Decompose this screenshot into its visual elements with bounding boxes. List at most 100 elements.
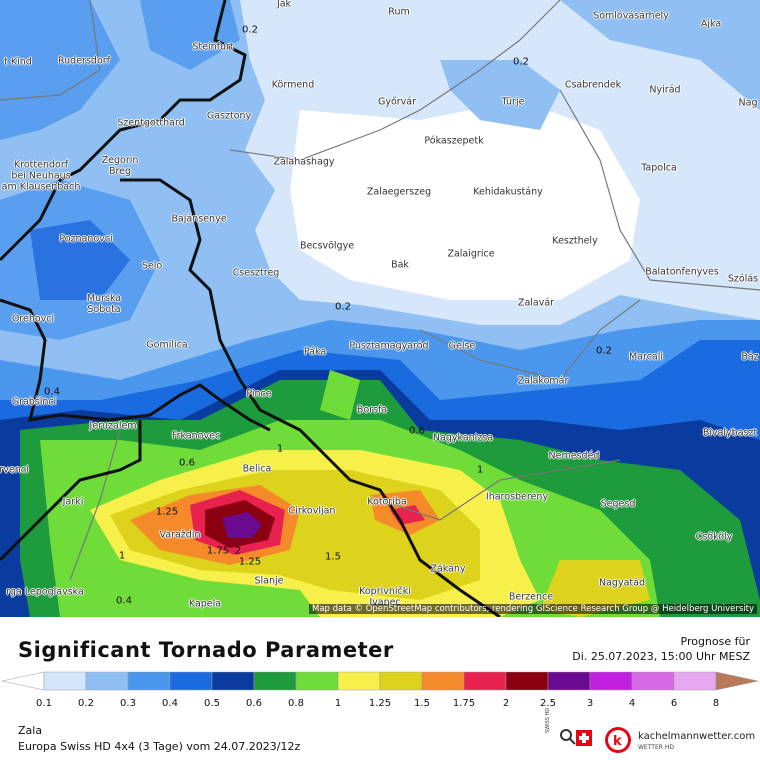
place-label: Gomilica bbox=[146, 339, 188, 351]
place-label: Koprivnički Ivanec bbox=[359, 586, 411, 608]
color-scale bbox=[1, 671, 759, 691]
brand: kachelmannwetter.com bbox=[638, 731, 756, 742]
scale-swatch bbox=[295, 671, 339, 691]
map: Jak Rum Somlóvásárhely Ajka Steinfurt t Kind R… bbox=[0, 0, 760, 617]
place-label: t Kind bbox=[4, 56, 32, 68]
place-label: Balatonfenyves bbox=[645, 266, 719, 278]
place-label: Bivalybaszt bbox=[702, 427, 758, 439]
place-label: Zalahashagy bbox=[273, 156, 335, 168]
place-label: Steinfurt bbox=[192, 41, 234, 53]
contour-label: 1 bbox=[476, 464, 484, 476]
place-label: Orehovci bbox=[11, 313, 55, 325]
scale-label: 1.75 bbox=[452, 698, 476, 709]
place-label: Zalaigrice bbox=[447, 248, 495, 260]
contour-label: 0.2 bbox=[242, 24, 258, 36]
scale-swatch bbox=[43, 671, 87, 691]
scale-swatch bbox=[673, 671, 717, 691]
place-label: rga Lepoglavska bbox=[6, 586, 84, 598]
contour-label: 0.6 bbox=[179, 457, 195, 469]
contour-label: 1.25 bbox=[155, 506, 179, 518]
region: Zala bbox=[18, 724, 43, 737]
scale-swatch bbox=[211, 671, 255, 691]
place-label: Csököly bbox=[695, 531, 733, 543]
place-label: Varaždin bbox=[159, 529, 201, 541]
place-label: Jeruzalem bbox=[89, 420, 137, 432]
scale-swatch bbox=[85, 671, 129, 691]
contour-label: 0.2 bbox=[513, 56, 529, 68]
place-label: Jarki bbox=[62, 496, 84, 508]
place-label: Rum bbox=[388, 6, 410, 18]
scale-label: 0.4 bbox=[162, 698, 178, 709]
place-label: Pókaszepetk bbox=[424, 135, 484, 147]
place-label: Belica bbox=[242, 463, 272, 475]
scale-label: 0.8 bbox=[288, 698, 304, 709]
place-label: Jak bbox=[276, 0, 292, 10]
scale-label: 1 bbox=[334, 698, 342, 709]
place-label: Segesd bbox=[600, 498, 636, 510]
place-label: Gelse bbox=[448, 340, 476, 352]
place-label: Zákány bbox=[430, 563, 466, 575]
scale-swatch bbox=[631, 671, 675, 691]
forecast-time: Di. 25.07.2023, 15:00 Uhr MESZ bbox=[572, 650, 750, 663]
contour-label: 1 bbox=[118, 550, 126, 562]
place-label: Bajánsenye bbox=[171, 213, 227, 225]
place-label: Csabrendek bbox=[564, 79, 622, 91]
scale-label: 0.6 bbox=[246, 698, 262, 709]
place-label: Pusztamagyaród bbox=[349, 340, 429, 352]
contour-label: 0.4 bbox=[44, 386, 60, 398]
place-label: Kehidakustány bbox=[473, 186, 543, 198]
scale-label: 1.25 bbox=[368, 698, 392, 709]
map-field bbox=[0, 0, 760, 617]
scale-label: 8 bbox=[712, 698, 720, 709]
contour-label: 1 bbox=[276, 443, 284, 455]
scale-label: 2 bbox=[502, 698, 510, 709]
scale-label: 2.5 bbox=[540, 698, 556, 709]
place-label: Tapolca bbox=[641, 162, 677, 174]
place-label: Zegorin Breg bbox=[101, 155, 139, 177]
scale-label: 0.2 bbox=[78, 698, 94, 709]
place-label: Grabšinci bbox=[11, 396, 57, 408]
scale-swatch bbox=[127, 671, 171, 691]
place-label: Szólás bbox=[727, 273, 759, 285]
place-label: Csesztreg bbox=[232, 267, 280, 279]
scale-label: 0.3 bbox=[120, 698, 136, 709]
scale-label: 0.5 bbox=[204, 698, 220, 709]
logos: k bbox=[560, 727, 631, 753]
place-label: Nemesdéd bbox=[548, 450, 600, 462]
place-label: Szentgotthárd bbox=[117, 117, 185, 129]
place-label: Zalaegerszeg bbox=[366, 186, 432, 198]
place-label: Poznanovci bbox=[59, 233, 113, 245]
scale-swatch bbox=[715, 671, 759, 691]
scale-swatch bbox=[463, 671, 507, 691]
place-label: Körmend bbox=[271, 79, 315, 91]
scale-label: 4 bbox=[628, 698, 636, 709]
scale-swatch bbox=[379, 671, 423, 691]
place-label: Pince bbox=[246, 388, 272, 400]
place-label: Páka bbox=[303, 346, 327, 358]
place-label: Borsfa bbox=[356, 404, 388, 416]
scale-swatch bbox=[1, 671, 45, 691]
place-label: Nagykanizsa bbox=[432, 432, 494, 444]
place-label: Iharosberény bbox=[485, 491, 549, 503]
scale-label: 1.5 bbox=[414, 698, 430, 709]
place-label: Nagyatád bbox=[599, 577, 645, 589]
place-label: Cirkovljan bbox=[288, 505, 336, 517]
scale-label: 3 bbox=[586, 698, 594, 709]
place-label: Rudersdorf bbox=[57, 55, 111, 67]
place-label: Keszthely bbox=[552, 235, 598, 247]
place-label: Gasztony bbox=[206, 110, 252, 122]
place-label: Nag bbox=[738, 97, 758, 109]
contour-label: 1.25 bbox=[238, 556, 262, 568]
contour-label: 0.2 bbox=[335, 301, 351, 313]
contour-label: 0.2 bbox=[596, 345, 612, 357]
contour-label: 2 bbox=[234, 545, 242, 557]
map-attribution: Map data © OpenStreetMap contributors, r… bbox=[309, 604, 757, 614]
scale-swatch bbox=[169, 671, 213, 691]
place-label: Slanje bbox=[254, 575, 284, 587]
swiss-hd-mark: SWISS HD bbox=[545, 707, 551, 733]
place-label: Berzence bbox=[508, 591, 554, 603]
place-label: Marcali bbox=[628, 351, 664, 363]
scale-swatch bbox=[421, 671, 465, 691]
place-label: Somlóvásárhely bbox=[593, 10, 669, 22]
